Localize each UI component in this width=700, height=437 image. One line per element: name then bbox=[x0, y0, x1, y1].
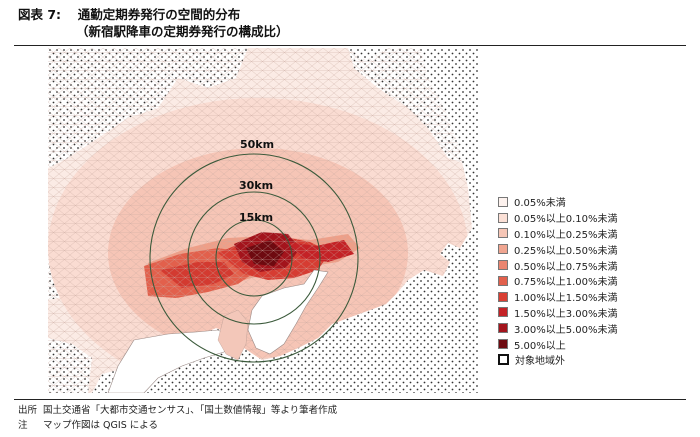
figure-subtitle: （新宿駅降車の定期券発行の構成比） bbox=[76, 24, 289, 39]
legend-label-outside: 対象地域外 bbox=[515, 356, 565, 368]
legend-label: 0.10%以上0.25%未満 bbox=[514, 229, 618, 241]
ring-label-15km: 15km bbox=[239, 211, 273, 224]
legend-swatch bbox=[498, 212, 508, 223]
legend-label: 1.00%以上1.50%未満 bbox=[514, 293, 618, 305]
legend-item: 0.05%未満 bbox=[498, 194, 698, 210]
legend-label: 3.00%以上5.00%未満 bbox=[514, 324, 618, 336]
legend-swatch-outside bbox=[498, 354, 509, 366]
legend-swatch bbox=[498, 291, 508, 302]
legend-item: 0.25%以上0.50%未満 bbox=[498, 241, 698, 257]
legend-item: 1.50%以上3.00%未満 bbox=[498, 305, 698, 321]
legend-label: 0.05%未満 bbox=[514, 198, 566, 210]
legend-item-outside: 対象地域外 bbox=[498, 352, 698, 368]
figure-title: 図表 7: 通勤定期券発行の空間的分布 （新宿駅降車の定期券発行の構成比） bbox=[18, 6, 289, 40]
tokyo-bay bbox=[247, 269, 329, 355]
legend-swatch bbox=[498, 339, 508, 350]
legend: 0.05%未満 0.05%以上0.10%未満 0.10%以上0.25%未満 0.… bbox=[498, 194, 698, 368]
source-note: 出所 国土交通省「大都市交通センサス」、「国土数値情報」等より筆者作成 bbox=[18, 403, 337, 418]
ring-label-30km: 30km bbox=[239, 179, 273, 192]
figure-number: 図表 7: bbox=[18, 7, 62, 22]
legend-swatch bbox=[498, 307, 508, 318]
legend-label: 5.00%以上 bbox=[514, 340, 566, 352]
top-rule bbox=[14, 45, 686, 46]
distance-rings bbox=[149, 153, 359, 363]
legend-swatch bbox=[498, 228, 508, 239]
legend-label: 1.50%以上3.00%未満 bbox=[514, 308, 618, 320]
bottom-rule bbox=[14, 399, 686, 400]
map-note: 注 マップ作図は QGIS による bbox=[18, 418, 337, 433]
legend-label: 0.25%以上0.50%未満 bbox=[514, 245, 618, 257]
legend-item: 1.00%以上1.50%未満 bbox=[498, 289, 698, 305]
map-svg: 50km 30km 15km bbox=[48, 48, 478, 394]
legend-item: 0.75%以上1.00%未満 bbox=[498, 273, 698, 289]
legend-swatch bbox=[498, 260, 508, 271]
map: 50km 30km 15km bbox=[48, 48, 478, 394]
ring-30km bbox=[187, 191, 321, 325]
ring-label-50km: 50km bbox=[240, 138, 274, 151]
figure-title-text: 通勤定期券発行の空間的分布 bbox=[77, 7, 241, 22]
legend-item: 5.00%以上 bbox=[498, 336, 698, 352]
legend-item: 0.05%以上0.10%未満 bbox=[498, 210, 698, 226]
source-text: 国土交通省「大都市交通センサス」、「国土数値情報」等より筆者作成 bbox=[43, 405, 338, 416]
legend-item: 0.10%以上0.25%未満 bbox=[498, 226, 698, 242]
notes: 出所 国土交通省「大都市交通センサス」、「国土数値情報」等より筆者作成 注 マッ… bbox=[18, 403, 337, 433]
ring-15km bbox=[215, 219, 293, 297]
legend-label: 0.75%以上1.00%未満 bbox=[514, 277, 618, 289]
note-text: マップ作図は QGIS による bbox=[43, 420, 158, 431]
legend-label: 0.05%以上0.10%未満 bbox=[514, 214, 618, 226]
legend-item: 3.00%以上5.00%未満 bbox=[498, 320, 698, 336]
legend-swatch bbox=[498, 275, 508, 286]
legend-label: 0.50%以上0.75%未満 bbox=[514, 261, 618, 273]
legend-swatch bbox=[498, 244, 508, 255]
ring-50km bbox=[149, 153, 359, 363]
legend-swatch bbox=[498, 196, 508, 207]
legend-item: 0.50%以上0.75%未満 bbox=[498, 257, 698, 273]
legend-swatch bbox=[498, 323, 508, 334]
source-label: 出所 bbox=[18, 405, 38, 416]
note-label: 注 bbox=[18, 420, 28, 431]
